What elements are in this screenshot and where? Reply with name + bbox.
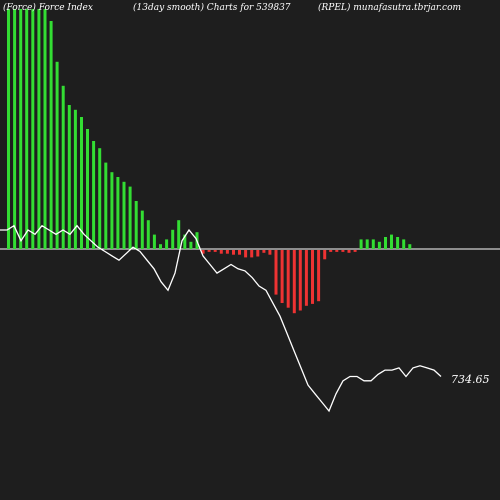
force-bar [92,141,96,249]
force-bar [250,250,254,258]
force-bar [140,210,144,249]
force-bar [238,250,241,255]
force-bar [159,244,162,249]
force-bar [73,109,77,249]
force-bar [384,237,387,249]
force-bar [43,9,47,249]
force-bar [110,172,114,249]
force-bar [55,61,59,249]
force-bar [365,239,369,249]
force-bar [371,239,375,249]
force-bar [219,250,223,254]
force-bar [317,250,321,302]
force-bar [341,250,345,252]
chart-header-left: (Force) Force Index [3,3,93,13]
force-bar [189,241,193,249]
chart-header-right: (RPEL) munafasutra.tbrjar.com [318,3,462,13]
force-bar [61,85,65,249]
force-bar [323,250,327,260]
force-bar [280,250,284,303]
force-bar [171,229,175,249]
force-bar [134,201,138,249]
force-bar [286,250,290,308]
force-bar [359,239,363,249]
force-bar [80,117,83,249]
smoothed-line [0,224,442,413]
force-bar [304,250,308,306]
last-value-label: 734.65 [451,373,490,386]
force-bar [274,250,278,295]
force-bar [402,239,406,249]
force-bar [7,9,10,249]
force-bar [67,105,71,249]
force-bar [146,220,150,249]
force-bar [122,181,126,249]
force-bar [268,250,272,255]
force-bar [377,241,381,249]
force-bar [116,177,120,249]
force-bar [104,162,108,249]
force-bar [207,250,211,252]
force-bar [37,9,41,249]
force-bar [183,234,187,249]
force-bar [311,250,314,304]
force-bar [396,237,400,249]
force-bar [201,250,205,254]
force-bar [19,9,23,249]
force-bar [329,250,333,252]
force-bar [390,234,393,249]
force-bar [292,250,296,314]
force-bar [86,129,89,249]
force-bar [232,250,235,255]
force-bar [256,250,260,257]
force-bar [49,21,53,249]
force-bar [177,220,181,249]
force-bar [128,186,132,249]
force-bar [213,250,217,252]
force-bar [408,244,412,249]
force-bar [25,9,29,249]
force-bar [98,148,102,249]
force-bar [262,250,266,253]
force-bar [353,250,357,252]
force-bar [244,250,248,258]
force-bar [165,239,169,249]
force-bar [335,250,339,252]
force-bar [225,250,229,254]
force-bar [347,250,351,253]
force-bar [13,9,17,249]
force-bar [298,250,302,311]
chart-header-center: (13day smooth) Charts for 539837 [133,3,291,13]
force-bar [31,9,35,249]
force-bar [152,234,156,249]
